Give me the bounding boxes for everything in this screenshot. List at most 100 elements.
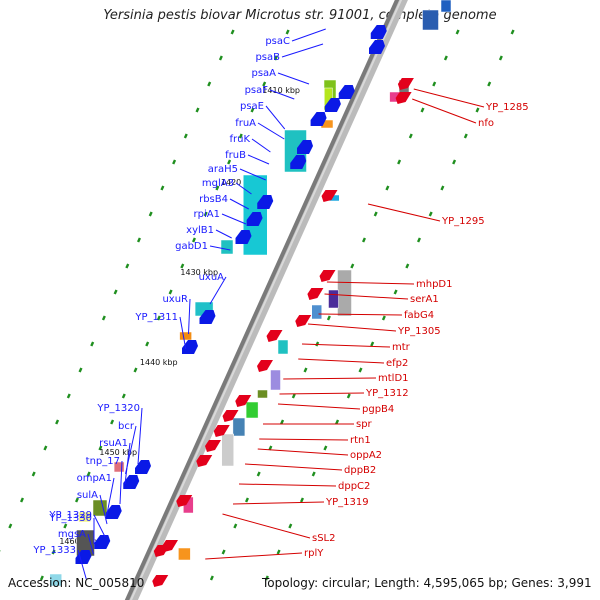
gene-label-fruK[interactable]: fruK <box>229 134 250 145</box>
guide-tick-outer-right <box>276 549 281 555</box>
gene-label-bcr[interactable]: bcr <box>118 421 135 432</box>
gene-label-YP_1333[interactable]: YP_1333 <box>32 545 76 556</box>
guide-tick-right <box>256 471 261 477</box>
guide-tick-outer-left <box>172 159 177 165</box>
gene-label-YP_1311[interactable]: YP_1311 <box>134 312 178 323</box>
gene-label-mtr[interactable]: mtr <box>392 342 411 353</box>
gene-label-tnp_17[interactable]: tnp_17 <box>86 456 120 467</box>
gene-label-ompA1[interactable]: ompA1 <box>77 473 112 484</box>
gene-label-sulA[interactable]: sulA <box>77 490 98 501</box>
forward-gene-arrow <box>324 98 341 112</box>
guide-tick-outer-right <box>510 29 515 35</box>
guide-tick-outer-right <box>405 263 410 269</box>
gene-label-YP_1285[interactable]: YP_1285 <box>485 102 529 113</box>
gene-label-fruB[interactable]: fruB <box>225 150 246 161</box>
gene-label-YP_1312[interactable]: YP_1312 <box>365 388 409 399</box>
gene-label-spr[interactable]: spr <box>356 419 373 430</box>
gene-block-uxuR <box>179 331 192 341</box>
gene-label-rtn1[interactable]: rtn1 <box>350 435 371 446</box>
guide-tick-outer-left <box>113 289 118 295</box>
gene-label-xylB1[interactable]: xylB1 <box>186 225 214 236</box>
gene-label-YP_1305[interactable]: YP_1305 <box>397 326 441 337</box>
gene-label-pgpB4[interactable]: pgpB4 <box>362 404 394 415</box>
label-leader-fabG4 <box>318 313 403 316</box>
gene-label-nfo[interactable]: nfo <box>478 118 494 129</box>
label-leader-psaC <box>291 28 326 42</box>
guide-tick-outer-left <box>148 211 153 217</box>
guide-tick-outer-right <box>463 133 468 139</box>
label-leader-YP_1285 <box>413 88 485 108</box>
guide-tick-outer-left <box>101 315 106 321</box>
gene-label-rpiA1[interactable]: rpiA1 <box>194 209 220 220</box>
gene-label-YP_1295[interactable]: YP_1295 <box>441 216 485 227</box>
guide-tick-outer-left <box>78 367 83 373</box>
label-leader-psaF <box>269 89 295 100</box>
gene-label-mglA3[interactable]: mglA3 <box>202 178 234 189</box>
guide-tick-right <box>373 211 378 217</box>
backbone-highlight <box>129 0 403 600</box>
guide-tick-outer-right <box>417 237 421 243</box>
guide-tick-left <box>63 523 68 529</box>
label-leader-mtlD1 <box>283 377 377 380</box>
gene-label-mgsA[interactable]: mgsA <box>58 529 86 540</box>
gene-label-uxuR[interactable]: uxuR <box>162 294 188 305</box>
gene-label-mhpD1[interactable]: mhpD1 <box>416 279 453 290</box>
label-leader-dppC2 <box>238 483 337 487</box>
gene-label-rplY[interactable]: rplY <box>304 548 324 559</box>
gene-block-YP_1333 <box>49 573 62 587</box>
gene-label-araH5[interactable]: araH5 <box>208 164 238 175</box>
gene-label-psaA[interactable]: psaA <box>251 68 276 79</box>
gene-label-YP_1330[interactable]: YP_1330 <box>48 513 92 524</box>
gene-label-oppA2[interactable]: oppA2 <box>350 450 382 461</box>
gene-label-YP_1320[interactable]: YP_1320 <box>96 403 140 414</box>
guide-tick-left <box>238 133 243 139</box>
kbp-marker-label: 1450 kbp <box>99 448 137 457</box>
label-leader-YP_1319 <box>232 501 325 505</box>
gene-label-fruA[interactable]: fruA <box>235 118 256 129</box>
guide-tick-outer-left <box>195 107 200 113</box>
gene-label-psaF[interactable]: psaF <box>245 85 269 96</box>
label-leader-tnp_17 <box>119 460 123 505</box>
label-leader-serA1 <box>324 293 409 300</box>
guide-tick-outer-right <box>440 185 445 191</box>
guide-tick-left <box>86 471 91 477</box>
gene-block-YP_1320 <box>113 461 125 473</box>
forward-gene-arrow <box>370 25 387 39</box>
guide-tick-outer-right <box>475 107 480 113</box>
forward-gene-arrow <box>182 340 198 354</box>
gene-label-fabG4[interactable]: fabG4 <box>404 310 434 321</box>
gene-label-rbsB4[interactable]: rbsB4 <box>199 194 228 205</box>
label-leader-YP_1305 <box>307 323 397 332</box>
gene-block-gab <box>220 239 234 255</box>
topology-text: Topology: circular; Length: 4,595,065 bp… <box>262 576 592 590</box>
gene-label-psaC[interactable]: psaC <box>265 36 290 47</box>
gene-label-YP_1319[interactable]: YP_1319 <box>325 497 369 508</box>
label-leader-mtr <box>301 343 391 348</box>
guide-tick-left <box>121 393 126 399</box>
gene-label-psaE[interactable]: psaE <box>240 101 264 112</box>
reverse-gene-arrow <box>196 455 213 467</box>
guide-tick-outer-right <box>381 315 386 321</box>
gene-block-spr <box>232 417 246 437</box>
gene-label-dppC2[interactable]: dppC2 <box>338 481 370 492</box>
gene-label-sSL2[interactable]: sSL2 <box>312 533 336 544</box>
gene-label-uxuA[interactable]: uxuA <box>199 272 225 283</box>
guide-tick-outer-left <box>218 55 223 61</box>
reverse-gene-arrow <box>307 288 324 300</box>
gene-label-serA1[interactable]: serA1 <box>410 294 439 305</box>
label-leader-araH5 <box>239 168 266 181</box>
gene-label-rsuA1[interactable]: rsuA1 <box>99 438 128 449</box>
gene-label-YP_1329[interactable]: YP_1329 <box>48 510 92 521</box>
guide-tick-outer-left <box>66 393 71 399</box>
guide-tick-outer-right <box>452 159 457 165</box>
guide-tick-left <box>156 315 161 321</box>
reverse-gene-arrow <box>257 360 273 372</box>
gene-label-gabD1[interactable]: gabD1 <box>175 241 208 252</box>
gene-label-efp2[interactable]: efp2 <box>386 358 408 369</box>
gene-label-mtlD1[interactable]: mtlD1 <box>378 373 409 384</box>
guide-tick-outer-left <box>160 185 165 191</box>
gene-block-top-partial <box>422 9 439 31</box>
gene-label-psaB[interactable]: psaB <box>255 52 280 63</box>
gene-label-dppB2[interactable]: dppB2 <box>344 465 376 476</box>
